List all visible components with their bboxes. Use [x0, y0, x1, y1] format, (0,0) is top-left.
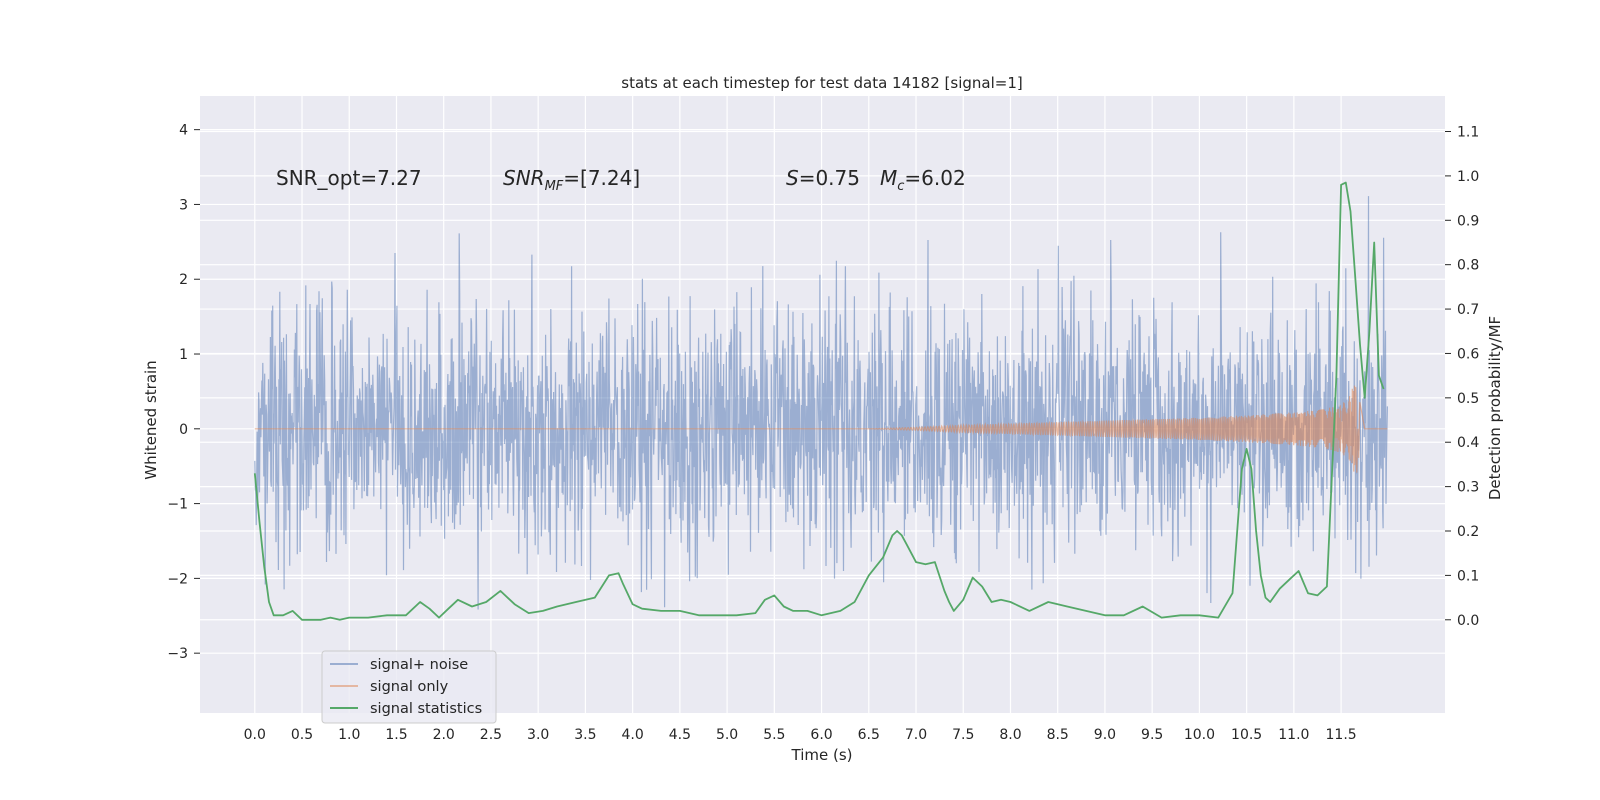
x-tick-label: 5.5 [763, 727, 785, 743]
x-tick-label: 7.5 [952, 727, 974, 743]
x-tick-label: 10.5 [1231, 727, 1262, 743]
x-tick-label: 9.0 [1094, 727, 1116, 743]
y-right-tick-label: 0.0 [1457, 613, 1479, 629]
y-right-tick-label: 1.0 [1457, 169, 1479, 185]
axes: 0.0 0.5 1.0 1.5 2.0 2.5 3.0 3.5 4.0 4.5 5.0 5.5 6.0 6… [167, 123, 1479, 743]
x-tick-label: 0.5 [291, 727, 313, 743]
chart-title: stats at each timestep for test data 141… [621, 74, 1022, 92]
series-signal-only-line [254, 385, 1388, 473]
annotation-mc-sub: c [897, 179, 904, 194]
y-axis-label-left: Whitened strain [142, 360, 160, 479]
y-right-tick-label: 1.1 [1457, 125, 1479, 141]
annotation-mc: Mc=6.02 [880, 166, 966, 194]
y-left-tick-label: 2 [179, 272, 188, 288]
legend-frame [321, 650, 497, 724]
x-tick-label: 1.5 [385, 727, 407, 743]
x-tick-label: 5.0 [716, 727, 738, 743]
y-right-tick-label: 0.4 [1457, 435, 1479, 451]
y-right-tick-label: 0.6 [1457, 346, 1479, 362]
annotation-snr-mf-value: =[7.24] [563, 166, 640, 190]
y-right-tick-label: 0.9 [1457, 213, 1479, 229]
annotation-s: S=0.75 [786, 166, 860, 190]
y-left-tick-label: 1 [179, 347, 188, 363]
legend: signal+ noise signal only signal statist… [321, 650, 497, 724]
series-signal-statistics-line [253, 181, 1385, 621]
x-tick-label: 8.0 [999, 727, 1021, 743]
annotation-snr-mf: SNRMF=[7.24] [503, 166, 640, 194]
annotation-snr-opt: SNR_opt=7.27 [276, 166, 422, 190]
y-left-tick-label: −2 [167, 571, 188, 587]
x-tick-label: 8.5 [1047, 727, 1069, 743]
annotation-s-value: =0.75 [799, 166, 860, 190]
y-left-tick-label: 4 [179, 123, 188, 139]
x-tick-label: 0.0 [244, 727, 266, 743]
x-tick-label: 4.0 [621, 727, 643, 743]
x-tick-label: 3.0 [527, 727, 549, 743]
x-tick-label: 6.0 [810, 727, 832, 743]
y-right-tick-label: 0.1 [1457, 568, 1479, 584]
x-tick-label: 11.5 [1326, 727, 1357, 743]
y-right-tick-label: 0.5 [1457, 391, 1479, 407]
x-tick-label: 4.5 [669, 727, 691, 743]
y-left-tick-label: 0 [179, 422, 188, 438]
y-right-tick-label: 0.7 [1457, 302, 1479, 318]
annotation-snr-mf-main: SNR [503, 166, 545, 190]
x-tick-label: 11.0 [1278, 727, 1309, 743]
x-tick-label: 2.0 [433, 727, 455, 743]
y-left-tick-label: −3 [167, 646, 188, 662]
x-axis-label: Time (s) [791, 746, 853, 764]
y-right-tick-label: 0.8 [1457, 258, 1479, 274]
y-left-tick-label: 3 [179, 197, 188, 213]
y-left-tick-label: −1 [167, 497, 188, 513]
annotation-mc-value: =6.02 [904, 166, 965, 190]
series-signal-noise-line [254, 196, 1388, 610]
annotation-s-symbol: S [786, 166, 799, 190]
x-tick-label: 9.5 [1141, 727, 1163, 743]
legend-label-signal-only: signal only [370, 679, 449, 695]
x-tick-label: 7.0 [905, 727, 927, 743]
x-tick-label: 1.0 [338, 727, 360, 743]
annotation-snr-mf-sub: MF [545, 179, 564, 194]
legend-label-signal-statistics: signal statistics [370, 701, 482, 717]
annotation-mc-main: M [880, 166, 897, 190]
series-layer [253, 181, 1388, 621]
x-tick-label: 6.5 [858, 727, 880, 743]
y-axis-label-right: Detection probability/MF [1486, 316, 1504, 500]
x-tick-label: 10.0 [1184, 727, 1215, 743]
x-tick-label: 3.5 [574, 727, 596, 743]
y-right-tick-label: 0.2 [1457, 524, 1479, 540]
x-tick-label: 2.5 [480, 727, 502, 743]
legend-label-signal-noise: signal+ noise [370, 657, 468, 673]
y-right-tick-label: 0.3 [1457, 480, 1479, 496]
